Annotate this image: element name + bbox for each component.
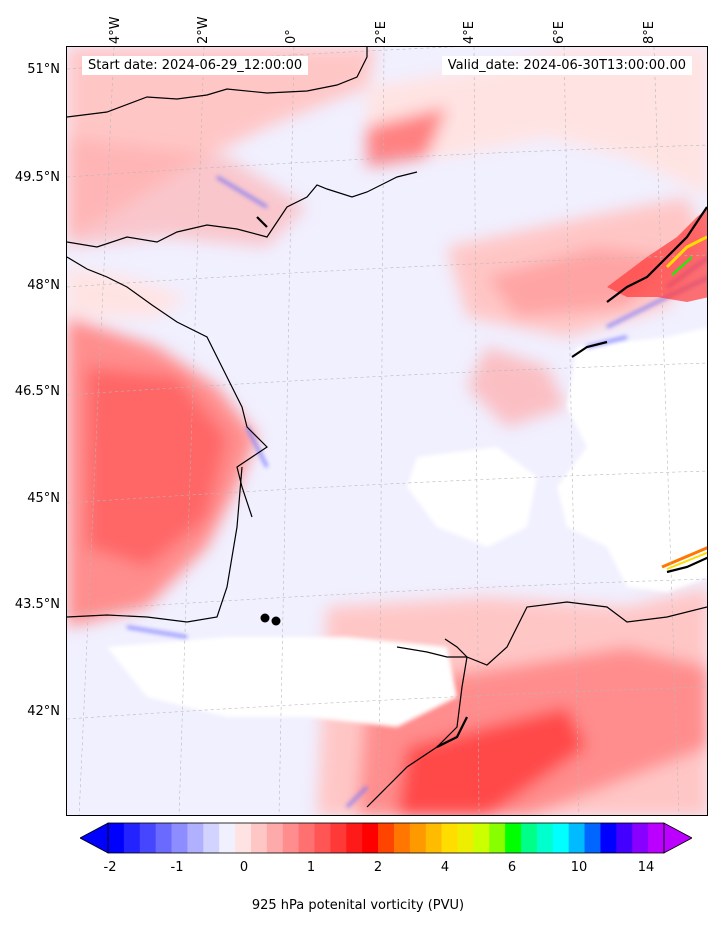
colorbar-segment (536, 823, 554, 853)
colorbar-segment (314, 823, 331, 853)
colorbar-segment (139, 823, 157, 853)
colorbar-segment (155, 823, 173, 853)
colorbar-segment (346, 823, 363, 853)
colorbar-segment (393, 823, 411, 853)
colorbar-segment (441, 823, 458, 853)
map-canvas (67, 47, 707, 815)
colorbar-segment (203, 823, 220, 853)
colorbar-outline (107, 822, 665, 854)
colorbar-segment (425, 823, 443, 853)
lat-label-49-5: 49.5°N (14, 170, 60, 185)
colorbar-tick-10: 10 (570, 860, 588, 875)
colorbar-segment (600, 823, 617, 853)
lat-label-42: 42°N (27, 704, 60, 719)
lon-label-2e: 2°E (374, 21, 389, 44)
lon-label-4w: 4°W (108, 16, 123, 44)
colorbar-tick-2: 2 (373, 860, 383, 875)
pv-extreme-spots (607, 208, 707, 570)
colorbar-tick-neg1: -1 (170, 860, 184, 875)
lon-label-0: 0° (284, 29, 299, 44)
valid-date-label: Valid_date: 2024-06-30T13:00:00.00 (441, 56, 692, 75)
colorbar-segment (568, 823, 586, 853)
colorbar-min-arrow (80, 822, 109, 854)
colorbar-segment (123, 823, 141, 853)
colorbar-segment (632, 823, 649, 853)
lat-label-45: 45°N (27, 491, 60, 506)
colorbar-segment (250, 823, 268, 853)
colorbar-segment (298, 823, 316, 853)
colorbar-tick-1: 1 (306, 860, 316, 875)
colorbar-segment (362, 823, 379, 853)
lon-label-8e: 8°E (642, 21, 657, 44)
colorbar-tick-6: 6 (507, 860, 517, 875)
station-marker-2 (271, 616, 281, 626)
lon-label-2w: 2°W (196, 16, 211, 44)
colorbar-tick-0: 0 (239, 860, 249, 875)
colorbar-segment (235, 823, 252, 853)
lat-label-46-5: 46.5°N (14, 384, 60, 399)
colorbar-segment (473, 823, 490, 853)
colorbar-segment (266, 823, 284, 853)
colorbar-segment (409, 823, 427, 853)
colorbar-segment (489, 823, 506, 853)
colorbar-segment (505, 823, 522, 853)
colorbar-segment (378, 823, 395, 853)
colorbar-max-arrow (663, 822, 692, 854)
lon-label-6e: 6°E (552, 21, 567, 44)
station-marker-1 (260, 613, 270, 623)
map-panel (66, 46, 708, 816)
lat-label-43-5: 43.5°N (14, 597, 60, 612)
colorbar-tick-4: 4 (440, 860, 450, 875)
colorbar-segment (171, 823, 188, 853)
colorbar-segment (219, 823, 236, 853)
lon-label-4e: 4°E (462, 21, 477, 44)
colorbar-segment (584, 823, 601, 853)
colorbar-segment (616, 823, 633, 853)
pv-contours (256, 206, 707, 748)
colorbar-segment (457, 823, 474, 853)
colorbar (80, 822, 692, 854)
colorbar-segment (552, 823, 570, 853)
lat-label-48: 48°N (27, 278, 60, 293)
masked-terrain (107, 327, 707, 727)
colorbar-segment (521, 823, 538, 853)
colorbar-segment (108, 823, 125, 853)
colorbar-segment (282, 823, 300, 853)
colorbar-segment (330, 823, 347, 853)
colorbar-tick-14: 14 (637, 860, 655, 875)
lat-label-51: 51°N (27, 62, 60, 77)
colorbar-tick-neg2: -2 (103, 860, 117, 875)
colorbar-label: 925 hPa potenital vorticity (PVU) (251, 898, 465, 913)
colorbar-segment (648, 823, 665, 853)
start-date-label: Start date: 2024-06-29_12:00:00 (82, 56, 309, 75)
colorbar-segment (187, 823, 204, 853)
colorbar-segments (108, 823, 665, 853)
